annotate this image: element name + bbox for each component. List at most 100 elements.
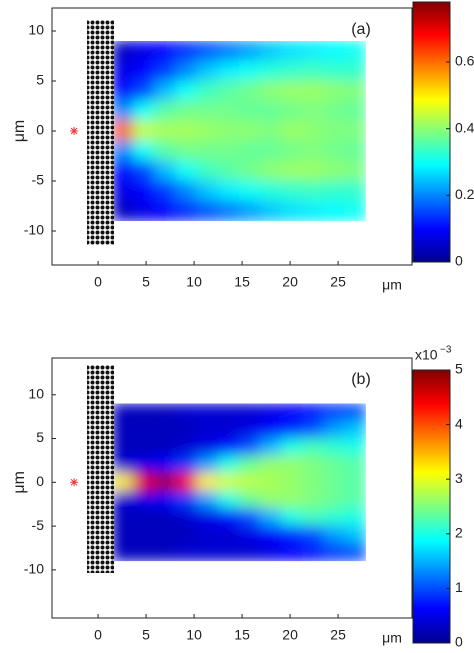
heatmap-cell bbox=[238, 473, 261, 492]
heatmap-cell bbox=[323, 180, 346, 202]
heatmap-cell bbox=[112, 403, 135, 422]
heatmap-cell bbox=[302, 473, 325, 492]
heatmap-cell bbox=[175, 508, 198, 527]
heatmap-cell bbox=[302, 490, 325, 510]
heatmap-cell bbox=[302, 180, 325, 202]
heatmap-cell bbox=[344, 543, 366, 562]
heatmap-cell bbox=[259, 140, 282, 162]
heatmap-cell bbox=[302, 100, 325, 122]
heatmap-cell bbox=[217, 140, 240, 162]
heatmap-cell bbox=[280, 403, 304, 422]
heatmap-cell bbox=[133, 455, 156, 475]
heatmap-cell bbox=[323, 100, 346, 122]
heatmap-cell bbox=[112, 160, 135, 182]
heatmap-cell bbox=[175, 473, 198, 492]
heatmap-cell bbox=[302, 525, 325, 545]
heatmap-cell bbox=[238, 525, 261, 545]
heatmap-cell bbox=[259, 180, 282, 202]
heatmap-cell bbox=[217, 100, 240, 122]
heatmap-cell bbox=[196, 490, 219, 510]
heatmap-cell bbox=[280, 525, 304, 545]
heatmap-cell bbox=[344, 100, 366, 122]
x-axis-label: μm bbox=[382, 277, 402, 293]
colorbar-tick-label: 5 bbox=[455, 361, 463, 377]
heatmap-cell bbox=[154, 120, 177, 142]
x-tick-label: 15 bbox=[234, 627, 250, 643]
heatmap-cell bbox=[196, 420, 219, 440]
heatmap-cell bbox=[238, 455, 261, 475]
heatmap-cell bbox=[323, 60, 346, 82]
y-tick-label: -5 bbox=[32, 172, 45, 188]
heatmap-cell bbox=[133, 420, 156, 440]
heatmap-cell bbox=[302, 80, 325, 102]
photonic-crystal bbox=[87, 20, 114, 245]
heatmap-cell bbox=[344, 473, 366, 492]
heatmap-cell bbox=[133, 120, 156, 142]
x-axis-label: μm bbox=[382, 630, 402, 646]
colorbar-tick-label: 0.4 bbox=[455, 119, 474, 135]
y-tick-label: 10 bbox=[28, 385, 44, 401]
colorbar-tick-label: 2 bbox=[455, 525, 463, 541]
heatmap-cell bbox=[344, 80, 366, 102]
heatmap-cell bbox=[112, 120, 135, 142]
heatmap-cell bbox=[154, 455, 177, 475]
heatmap-cell bbox=[154, 160, 177, 182]
heatmap-cell bbox=[344, 525, 366, 545]
heatmap-cell bbox=[302, 160, 325, 182]
heatmap-cell bbox=[344, 455, 366, 475]
heatmap-cell bbox=[238, 80, 261, 102]
heatmap-cell bbox=[302, 200, 325, 221]
heatmap-cell bbox=[133, 543, 156, 562]
heatmap-cell bbox=[196, 403, 219, 422]
heatmap-cell bbox=[175, 525, 198, 545]
heatmap-cells bbox=[112, 403, 366, 562]
heatmap-cell bbox=[344, 403, 366, 422]
y-axis-label: μm bbox=[11, 120, 28, 143]
y-tick-label: -5 bbox=[32, 517, 45, 533]
colorbar-tick-label: 0 bbox=[455, 634, 463, 648]
heatmap-cell bbox=[323, 403, 346, 422]
heatmap-cell bbox=[196, 60, 219, 82]
heatmap-cell bbox=[112, 140, 135, 162]
heatmap-cell bbox=[238, 180, 261, 202]
heatmap-cell bbox=[302, 140, 325, 162]
colorbar-tick-label: 1 bbox=[455, 579, 463, 595]
heatmap-cell bbox=[217, 420, 240, 440]
heatmap-cell bbox=[154, 60, 177, 82]
heatmap-cell bbox=[196, 200, 219, 221]
heatmap-cell bbox=[323, 438, 346, 457]
heatmap-cell bbox=[112, 420, 135, 440]
heatmap-cell bbox=[112, 60, 135, 82]
heatmap-cell bbox=[323, 525, 346, 545]
heatmap-cell bbox=[175, 140, 198, 162]
heatmap-cell bbox=[259, 200, 282, 221]
heatmap-cell bbox=[133, 473, 156, 492]
heatmap-cell bbox=[323, 455, 346, 475]
heatmap-cell bbox=[323, 160, 346, 182]
heatmap-cell bbox=[323, 41, 346, 62]
heatmap-cell bbox=[217, 160, 240, 182]
heatmap-cell bbox=[175, 80, 198, 102]
heatmap-cell bbox=[323, 490, 346, 510]
heatmap-cell bbox=[133, 60, 156, 82]
heatmap-cell bbox=[280, 508, 304, 527]
heatmap-cell bbox=[112, 508, 135, 527]
heatmap-cell bbox=[238, 438, 261, 457]
heatmap-cell bbox=[302, 543, 325, 562]
y-tick-label: 5 bbox=[36, 429, 44, 445]
heatmap-cell bbox=[344, 438, 366, 457]
heatmap-cell bbox=[280, 100, 304, 122]
heatmap-cell bbox=[259, 438, 282, 457]
heatmap-cell bbox=[344, 180, 366, 202]
heatmap-cell bbox=[175, 120, 198, 142]
heatmap-cell bbox=[112, 200, 135, 221]
colorbar bbox=[412, 1, 451, 263]
heatmap-cell bbox=[175, 41, 198, 62]
heatmap-cell bbox=[259, 80, 282, 102]
heatmap-cell bbox=[323, 80, 346, 102]
source-marker bbox=[70, 478, 79, 487]
heatmap-cell bbox=[196, 41, 219, 62]
heatmap-cell bbox=[259, 473, 282, 492]
heatmap-cell bbox=[175, 180, 198, 202]
y-tick-label: 5 bbox=[36, 72, 44, 88]
